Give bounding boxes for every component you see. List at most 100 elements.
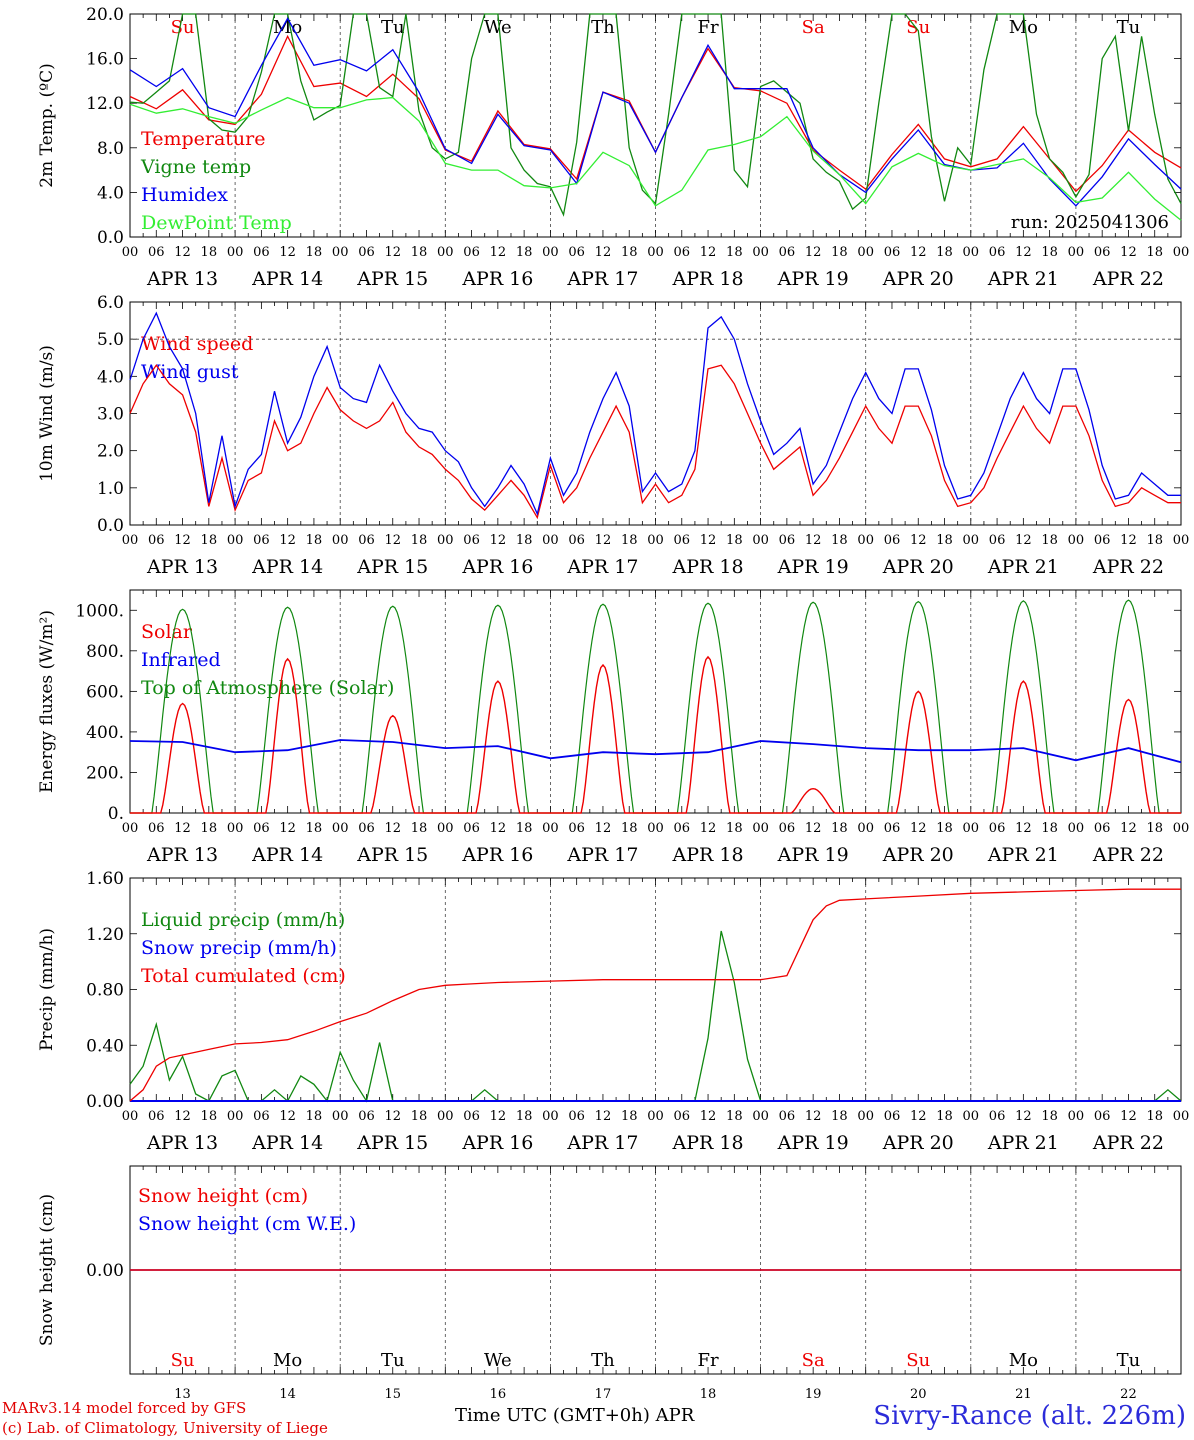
hour-tick-label: 12: [805, 1109, 822, 1124]
hour-tick-label: 06: [989, 245, 1006, 260]
series-line: [129, 739, 1182, 764]
hour-tick-label: 12: [384, 245, 401, 260]
y-axis-label: Energy fluxes (W/m²): [37, 610, 57, 793]
weekday-label: Mo: [1009, 1350, 1038, 1371]
legend-label: Wind speed: [141, 333, 253, 355]
plot-frame: [129, 589, 1182, 814]
hour-tick-label: 12: [910, 1109, 927, 1124]
hour-tick-label: 00: [857, 1109, 874, 1124]
hour-tick-label: 18: [726, 1109, 743, 1124]
date-label: APR 13: [146, 268, 218, 290]
hour-tick-label: 12: [595, 245, 612, 260]
hour-tick-label: 12: [279, 533, 296, 548]
hour-tick-label: 06: [568, 245, 585, 260]
hour-tick-label: 18: [726, 821, 743, 836]
legend-label: Snow precip (mm/h): [141, 937, 337, 959]
date-label: APR 18: [672, 1132, 744, 1154]
hour-tick-label: 12: [174, 245, 191, 260]
weekday-label: Mo: [1009, 17, 1038, 38]
day-number-label: 15: [384, 1387, 401, 1402]
hour-tick-label: 06: [1094, 533, 1111, 548]
legend-label: Vigne temp: [140, 156, 251, 178]
weekday-label: Mo: [273, 17, 302, 38]
hour-tick-label: 18: [516, 533, 533, 548]
hour-tick-label: 18: [621, 821, 638, 836]
date-label: APR 14: [251, 844, 323, 866]
y-tick-label: 0.0: [97, 516, 124, 536]
run-label: run: 2025041306: [1011, 212, 1169, 233]
hour-tick-label: 18: [516, 245, 533, 260]
hour-tick-label: 12: [490, 533, 507, 548]
hour-tick-label: 00: [963, 821, 980, 836]
hour-tick-label: 00: [227, 821, 244, 836]
date-label: APR 17: [566, 556, 638, 578]
hour-tick-label: 18: [306, 1109, 323, 1124]
day-number-label: 14: [279, 1387, 296, 1402]
hour-tick-label: 18: [621, 533, 638, 548]
y-tick-label: 5.0: [97, 330, 124, 350]
hour-tick-label: 12: [700, 1109, 717, 1124]
hour-tick-label: 06: [358, 821, 375, 836]
series-line: [129, 34, 1182, 193]
weekday-label: Tu: [381, 17, 405, 38]
hour-tick-label: 12: [805, 533, 822, 548]
day-number-label: 16: [490, 1387, 507, 1402]
hour-tick-label: 06: [674, 533, 691, 548]
hour-tick-label: 12: [490, 245, 507, 260]
hour-tick-label: 18: [1041, 821, 1058, 836]
hour-tick-label: 00: [542, 821, 559, 836]
hour-tick-label: 12: [279, 821, 296, 836]
y-tick-label: 12.0: [86, 94, 124, 114]
date-label: APR 20: [882, 556, 954, 578]
legend-label: Top of Atmosphere (Solar): [141, 677, 394, 699]
date-label: APR 18: [672, 556, 744, 578]
hour-tick-label: 12: [1015, 245, 1032, 260]
hour-tick-label: 06: [253, 1109, 270, 1124]
series-line: [129, 17, 1182, 207]
hour-tick-label: 18: [1146, 821, 1163, 836]
hour-tick-label: 06: [568, 533, 585, 548]
y-tick-label: 4.0: [97, 367, 124, 387]
day-number-label: 20: [910, 1387, 927, 1402]
weekday-label: Sa: [802, 17, 825, 38]
legend-label: Solar: [141, 621, 193, 643]
lab-credit: (c) Lab. of Climatology, University of L…: [2, 1419, 328, 1437]
hour-tick-label: 18: [411, 1109, 428, 1124]
hour-tick-label: 00: [1068, 821, 1085, 836]
day-number-label: 17: [595, 1387, 612, 1402]
hour-tick-label: 12: [595, 533, 612, 548]
date-label: APR 19: [777, 844, 849, 866]
x-axis-title: Time UTC (GMT+0h) APR: [455, 1405, 695, 1426]
hour-tick-label: 18: [621, 245, 638, 260]
hour-tick-label: 06: [463, 821, 480, 836]
hour-tick-label: 18: [936, 821, 953, 836]
hour-tick-label: 12: [279, 1109, 296, 1124]
hour-tick-label: 06: [568, 1109, 585, 1124]
hour-tick-label: 18: [831, 245, 848, 260]
hour-tick-label: 00: [1173, 533, 1190, 548]
hour-tick-label: 18: [726, 245, 743, 260]
hour-tick-label: 00: [437, 533, 454, 548]
date-label: APR 20: [882, 844, 954, 866]
hour-tick-label: 18: [1146, 533, 1163, 548]
hour-tick-label: 12: [805, 245, 822, 260]
panel-2: 0.0 1.0 2.0 3.0 4.0 5.0 6.0 10m Wind (m/s) 00 06 1…: [37, 293, 1189, 578]
weekday-label: Th: [591, 1350, 615, 1371]
date-label: APR 19: [777, 556, 849, 578]
hour-tick-label: 00: [647, 245, 664, 260]
hour-tick-label: 00: [122, 533, 139, 548]
date-label: APR 19: [777, 268, 849, 290]
hour-tick-label: 06: [674, 245, 691, 260]
hour-tick-label: 00: [1173, 821, 1190, 836]
hour-tick-label: 12: [595, 821, 612, 836]
y-tick-label: 1.20: [86, 925, 124, 945]
weekday-label: Fr: [698, 17, 719, 38]
panel-4: 0.00 0.40 0.80 1.20 1.60 Precip (mm/h) 00 06 12 1…: [37, 869, 1189, 1154]
hour-tick-label: 18: [936, 533, 953, 548]
hour-tick-label: 06: [779, 245, 796, 260]
hour-tick-label: 06: [674, 821, 691, 836]
hour-tick-label: 06: [253, 821, 270, 836]
hour-tick-label: 18: [201, 533, 218, 548]
y-tick-label: 600.: [86, 682, 124, 702]
legend-label: Wind gust: [141, 361, 239, 383]
